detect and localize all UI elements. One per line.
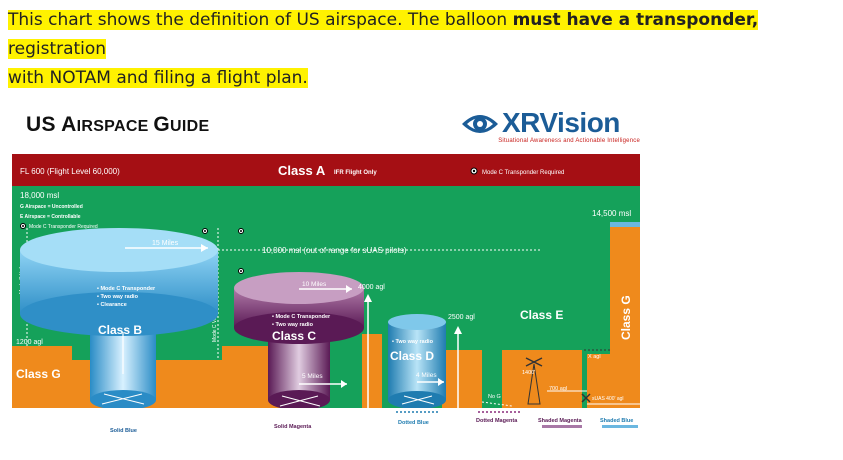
- class-b-item-3: • Clearance: [97, 302, 127, 308]
- class-b-item-1: • Mode C Transponder: [97, 286, 156, 292]
- g-airspace-note: G Airspace = Uncontrolled: [20, 204, 83, 210]
- class-c-item-2: • Two way radio: [272, 322, 314, 328]
- mode-c-required-note: Mode C Transponder Required: [29, 224, 98, 230]
- caption-part2-pre: The balloon: [402, 10, 513, 30]
- agl-4000-label: 4000 agl: [358, 284, 385, 291]
- miles-10-label: 10 Miles: [302, 281, 327, 288]
- class-g-left-label: Class G: [16, 367, 61, 381]
- guide-title-irspace: IRSPACE: [76, 118, 154, 135]
- guide-title-us: US: [26, 113, 62, 136]
- mode-c-veil-mid: Mode C Veil: [212, 315, 218, 342]
- agl-1200-label: 1200 agl: [16, 339, 43, 346]
- class-g-right-column: [610, 222, 640, 408]
- class-c-shape: [234, 272, 364, 410]
- class-d-shape: [388, 314, 446, 409]
- guide-title-uide: UIDE: [170, 118, 210, 135]
- class-c-label: Class C: [272, 329, 316, 343]
- class-d-label: Class D: [390, 349, 434, 363]
- class-b-label: Class B: [98, 323, 142, 337]
- caption-line2: with NOTAM and filing a flight plan.: [8, 68, 308, 88]
- miles-5-label: 5 Miles: [302, 373, 323, 380]
- class-a-sublabel: IFR Flight Only: [334, 170, 377, 176]
- agl-2500-label: 2500 agl: [448, 314, 475, 321]
- logo-name: XRVision: [502, 107, 620, 138]
- class-c-item-1: • Mode C Transponder: [272, 314, 331, 320]
- class-b-item-2: • Two way radio: [97, 294, 139, 300]
- legend-dotted-magenta: Dotted Magenta: [476, 418, 518, 424]
- caption-text: This chart shows the definition of US ai…: [8, 6, 838, 93]
- obstacle-icon: [581, 393, 591, 403]
- logo-tagline: Situational Awareness and Actionable Int…: [498, 138, 640, 144]
- legend-solid-blue: Solid Blue: [110, 428, 137, 434]
- class-g-ground-mid5: [542, 350, 582, 408]
- class-g-ground-mid3: [442, 350, 482, 408]
- class-a-label: Class A: [278, 163, 326, 178]
- guide-title: US AIRSPACE GUIDE: [26, 113, 209, 137]
- radio-tower-icon: [525, 357, 543, 405]
- caption-part1: This chart shows the definition of US ai…: [8, 10, 403, 30]
- guide-title-g: G: [153, 113, 171, 136]
- no-g-label: No G: [488, 394, 501, 400]
- legend-shaded-magenta: Shaded Magenta: [538, 418, 583, 424]
- miles-15-label: 15 Miles: [152, 240, 179, 247]
- guide-title-a: A: [61, 113, 77, 136]
- msl-18000-label: 18,000 msl: [20, 191, 59, 200]
- xrvision-logo: XRVision Situational Awareness and Actio…: [460, 107, 640, 152]
- e-airspace-note: E Airspace = Controllable: [20, 214, 81, 220]
- class-g-right-label: Class G: [619, 295, 633, 340]
- legend-shaded-blue: Shaded Blue: [600, 418, 633, 424]
- mode-c-required-label: Mode C Transponder Required: [482, 170, 564, 176]
- caption-part2-post: registration: [8, 39, 107, 59]
- eye-icon: [462, 115, 498, 133]
- msl-10000-label: 10,000 msl (out of range for sUAS pilots…: [262, 246, 407, 255]
- suas-400-label: sUAS 400' agl: [592, 396, 624, 402]
- legend-solid-magenta: Solid Magenta: [274, 424, 312, 430]
- legend-dotted-blue: Dotted Blue: [398, 420, 429, 426]
- agl-700-label: 700 agl: [549, 386, 567, 392]
- airspace-diagram: FL 600 (Flight Level 60,000) Class A IFR…: [12, 154, 640, 438]
- class-b-shape: [20, 228, 218, 410]
- class-d-item-1: • Two way radio: [392, 339, 434, 345]
- x-agl-label: X agl: [588, 354, 601, 360]
- caption-bold: must have a transponder,: [512, 10, 759, 30]
- fl600-label: FL 600 (Flight Level 60,000): [20, 167, 120, 176]
- miles-4-label: 4 Miles: [416, 372, 437, 379]
- class-e-label: Class E: [520, 308, 563, 322]
- agl-1400-label: 1400': [522, 370, 535, 376]
- msl-14500-label: 14,500 msl: [592, 209, 631, 218]
- class-g-ground-mid2: [362, 334, 382, 408]
- class-a-band: [12, 154, 640, 186]
